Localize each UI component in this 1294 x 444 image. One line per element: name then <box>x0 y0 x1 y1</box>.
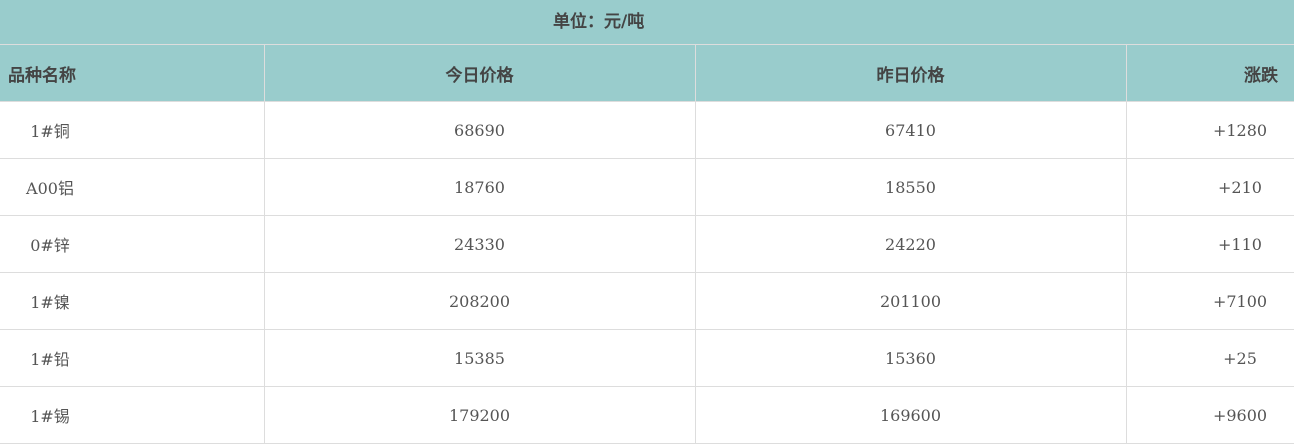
cell-change: +110 <box>1125 215 1294 273</box>
cell-today-price: 18760 <box>263 158 696 216</box>
cell-name: A00铝 <box>0 158 265 216</box>
cell-yesterday-price: 201100 <box>694 272 1127 330</box>
cell-change: +9600 <box>1125 386 1294 444</box>
change-value: +210 <box>1218 177 1262 197</box>
header-change: 涨跌 <box>1125 45 1294 102</box>
cell-name: 0#锌 <box>0 215 265 273</box>
metal-name: 0#锌 <box>30 236 70 255</box>
table-row: 1#铜 68690 67410 +1280 <box>0 101 1294 159</box>
cell-yesterday-price: 15360 <box>694 329 1127 387</box>
change-value: +7100 <box>1212 291 1268 311</box>
cell-today-price: 24330 <box>263 215 696 273</box>
table-row: 0#锌 24330 24220 +110 <box>0 215 1294 273</box>
cell-name: 1#镍 <box>0 272 265 330</box>
cell-today-price: 179200 <box>263 386 696 444</box>
metal-name: 1#铜 <box>30 122 70 141</box>
cell-yesterday-price: 67410 <box>694 101 1127 159</box>
header-today-price: 今日价格 <box>263 45 696 102</box>
cell-change: +25 <box>1125 329 1294 387</box>
cell-change: +210 <box>1125 158 1294 216</box>
change-value: +9600 <box>1212 405 1268 425</box>
metal-name: 1#铅 <box>30 350 70 369</box>
metal-name: 1#镍 <box>30 293 70 312</box>
cell-today-price: 15385 <box>263 329 696 387</box>
cell-change: +1280 <box>1125 101 1294 159</box>
cell-name: 1#铜 <box>0 101 265 159</box>
cell-yesterday-price: 24220 <box>694 215 1127 273</box>
cell-today-price: 208200 <box>263 272 696 330</box>
table-row: 1#铅 15385 15360 +25 <box>0 329 1294 387</box>
unit-label: 单位：元/吨 <box>553 12 645 32</box>
cell-name: 1#铅 <box>0 329 265 387</box>
header-name: 品种名称 <box>0 45 265 102</box>
metal-name: A00铝 <box>26 179 74 198</box>
cell-yesterday-price: 18550 <box>694 158 1127 216</box>
metal-name: 1#锡 <box>30 407 70 426</box>
table-row: 1#镍 208200 201100 +7100 <box>0 272 1294 330</box>
header-row: 品种名称 今日价格 昨日价格 涨跌 <box>0 45 1294 102</box>
change-value: +110 <box>1218 234 1262 254</box>
cell-change: +7100 <box>1125 272 1294 330</box>
table-row: A00铝 18760 18550 +210 <box>0 158 1294 216</box>
metal-price-table: 品种名称 今日价格 昨日价格 涨跌 1#铜 68690 67410 +1280 A00铝… <box>0 45 1294 444</box>
table-row: 1#锡 179200 169600 +9600 <box>0 386 1294 444</box>
cell-name: 1#锡 <box>0 386 265 444</box>
header-yesterday-price: 昨日价格 <box>694 45 1127 102</box>
cell-yesterday-price: 169600 <box>694 386 1127 444</box>
unit-caption: 单位：元/吨 <box>0 0 1294 45</box>
change-value: +25 <box>1223 348 1257 368</box>
change-value: +1280 <box>1212 120 1268 140</box>
cell-today-price: 68690 <box>263 101 696 159</box>
